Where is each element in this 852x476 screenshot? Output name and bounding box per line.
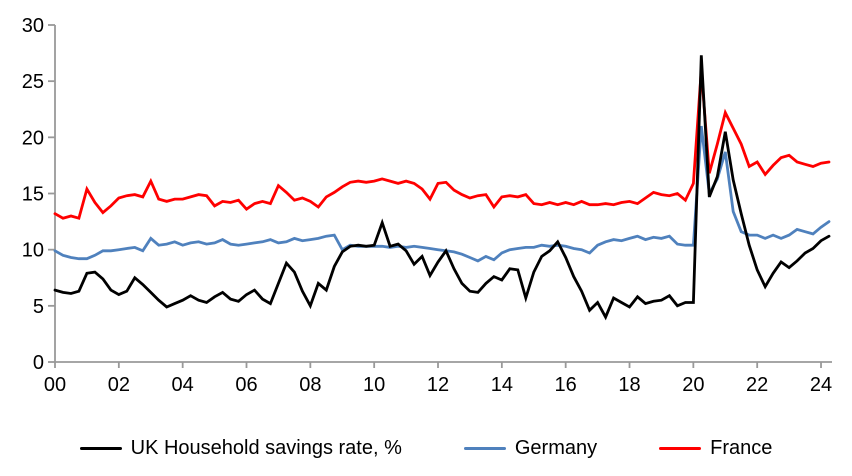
germany-line-swatch <box>463 446 506 450</box>
y-tick-label: 20 <box>22 127 44 149</box>
x-tick-label: 08 <box>299 374 321 396</box>
y-tick-label: 10 <box>22 240 44 262</box>
x-tick-label: 02 <box>108 374 130 396</box>
y-tick-label: 5 <box>33 296 44 318</box>
x-tick-label: 14 <box>491 374 513 396</box>
plot-area: 0 5 10 15 20 25 30 00 02 04 06 08 10 12 14 16 18 20 22 24 <box>22 15 832 396</box>
x-tick-label: 00 <box>44 374 66 396</box>
legend-label-uk: UK Household savings rate, % <box>130 437 402 459</box>
y-tick-label: 30 <box>22 15 44 37</box>
legend-item-france: France <box>659 438 772 458</box>
uk-line-swatch <box>79 446 122 450</box>
chart-legend: UK Household savings rate, % Germany Fra… <box>0 430 852 466</box>
x-tick-label: 10 <box>363 374 385 396</box>
uk-line <box>53 55 831 321</box>
legend-item-uk: UK Household savings rate, % <box>79 437 402 459</box>
legend-label-france: France <box>710 437 773 459</box>
x-tick-label: 16 <box>555 374 577 396</box>
y-tick-label: 25 <box>22 71 44 93</box>
france-line <box>53 69 831 220</box>
x-tick-label: 20 <box>682 374 704 396</box>
x-tick-label: 06 <box>235 374 257 396</box>
y-tick-label: 0 <box>33 352 44 374</box>
x-tick-label: 22 <box>746 374 768 396</box>
legend-item-germany: Germany <box>463 437 598 459</box>
x-tick-label: 18 <box>618 374 640 396</box>
france-line-swatch <box>659 446 702 450</box>
x-tick-label: 24 <box>810 374 832 396</box>
x-tick-label: 04 <box>172 374 194 396</box>
germany-line <box>53 125 831 263</box>
y-tick-label: 15 <box>22 184 44 206</box>
x-tick-label: 12 <box>427 374 449 396</box>
legend-label-germany: Germany <box>514 437 598 459</box>
